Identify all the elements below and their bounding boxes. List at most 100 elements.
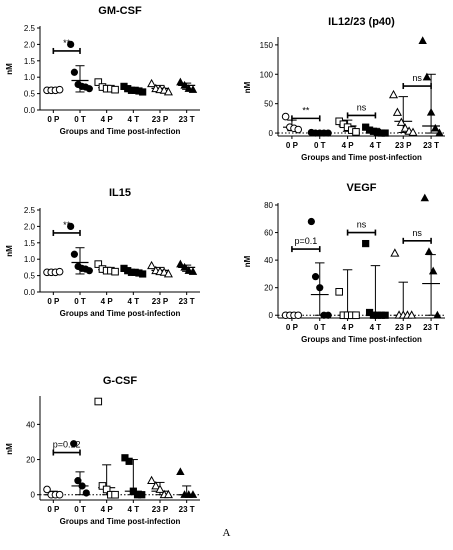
data-point [407,310,417,319]
data-point [324,311,332,319]
significance-label: ns [357,102,367,112]
significance-label: p=0.1 [294,236,317,246]
figure-label: A [222,527,231,539]
y-tick-label: 0.0 [24,288,36,297]
data-point [392,107,402,116]
x-tick-label: 4 T [128,297,140,306]
y-axis-label: nM [243,81,252,93]
data-point [151,480,161,490]
x-tick-label: 0 T [314,141,326,150]
x-tick-label: 0 T [74,297,86,306]
data-point [362,239,370,248]
chart-title: GM-CSF [98,5,142,17]
data-point [424,247,434,256]
series-23-p [147,475,173,499]
y-tick-label: 1.0 [24,255,36,264]
data-point [111,267,119,276]
data-point [85,85,93,93]
data-point [94,260,103,268]
series-0-t [307,217,332,319]
y-tick-label: 40 [264,256,273,265]
y-axis-label: nM [5,63,14,75]
chart-panel-3: IL15 0.0 0.5 1.0 1.5 2.0 2.5 nM 0 P 0 T 4 P 4 T 23 P… [5,187,200,318]
data-point [125,457,133,465]
series-4-t [362,123,389,137]
y-axis-label: nM [5,245,14,257]
y-axis-label: nM [5,443,14,455]
data-point [188,267,198,275]
data-point [147,78,157,88]
x-tick-label: 4 T [128,505,140,514]
data-point [163,87,173,96]
data-point [85,267,93,275]
data-point [352,128,360,136]
chart-title: VEGF [347,182,377,194]
x-tick-label: 23 P [152,505,169,514]
significance-annotation: ** [291,105,321,122]
data-point [433,310,442,319]
series-0-t [67,40,93,93]
data-point [55,85,64,94]
x-tick-label: 0 P [286,323,299,332]
x-tick-label: 23 P [152,297,169,306]
chart-panel-4: VEGF 0 20 40 60 80 nM 0 P 0 T 4 P 4 T 23 P 23 TGroup… [243,182,445,344]
data-point [180,262,189,271]
data-point [176,467,185,476]
significance-label: p=0.12 [53,440,81,450]
series-0-t [70,440,90,497]
data-point [294,311,303,320]
y-tick-label: 20 [264,284,273,293]
x-tick-label: 0 T [314,323,326,332]
data-point [78,482,86,490]
x-tick-label: 4 P [101,115,114,124]
chart-title: IL12/23 (p40) [328,16,395,28]
series-4-t [362,239,389,319]
data-point [388,89,399,99]
x-tick-label: 0 T [74,115,86,124]
significance-annotation: ** [52,220,81,236]
chart-panel-2: IL12/23 (p40) 0 50 100 150 nM 0 P 0 T 4 P 4 T 23 P… [243,16,445,162]
series-0-p [281,112,303,134]
x-tick-label: 0 P [47,297,60,306]
data-point [176,77,185,86]
significance-annotation: ** [52,38,81,54]
significance-annotation: p=0.12 [52,440,81,456]
data-point [74,477,82,485]
significance-label: ** [302,105,310,115]
data-point [147,475,157,485]
data-point [422,72,432,81]
chart-panel-1: GM-CSF 0.0 0.5 1.0 1.5 2.0 2.5 nM 0 P 0 T 4 P 4 T 23… [5,5,200,136]
x-tick-label: 23 T [179,297,195,306]
y-tick-label: 2.5 [24,24,36,33]
chart-title: IL15 [109,187,131,199]
series-4-t [120,264,147,278]
data-point [428,266,438,275]
series-4-t [120,82,147,96]
data-point [94,397,103,406]
data-point [155,484,165,493]
chart-title: G-CSF [103,375,138,387]
series-23-t [420,193,442,319]
series-23-t [176,77,198,93]
x-tick-label: 4 P [101,297,114,306]
data-point [396,117,406,126]
y-tick-label: 40 [26,420,35,429]
data-point [390,248,400,257]
data-point [111,85,119,94]
data-point [70,440,78,448]
series-0-t [307,128,332,137]
data-point [431,123,440,132]
significance-annotation: ns [402,228,432,244]
series-23-t [176,467,198,498]
y-tick-label: 1.5 [24,57,36,66]
series-23-t [176,259,198,275]
chart-panel-5: G-CSF 0 20 40 nM 0 P 0 T 4 P 4 T 23 P 23 T Groups a… [5,375,200,526]
data-point [281,112,290,121]
y-tick-label: 60 [264,229,273,238]
data-point [55,267,64,276]
series-23-p [147,78,173,96]
x-tick-label: 23 P [395,323,412,332]
y-tick-label: 2.0 [24,222,36,231]
data-point [70,68,78,76]
